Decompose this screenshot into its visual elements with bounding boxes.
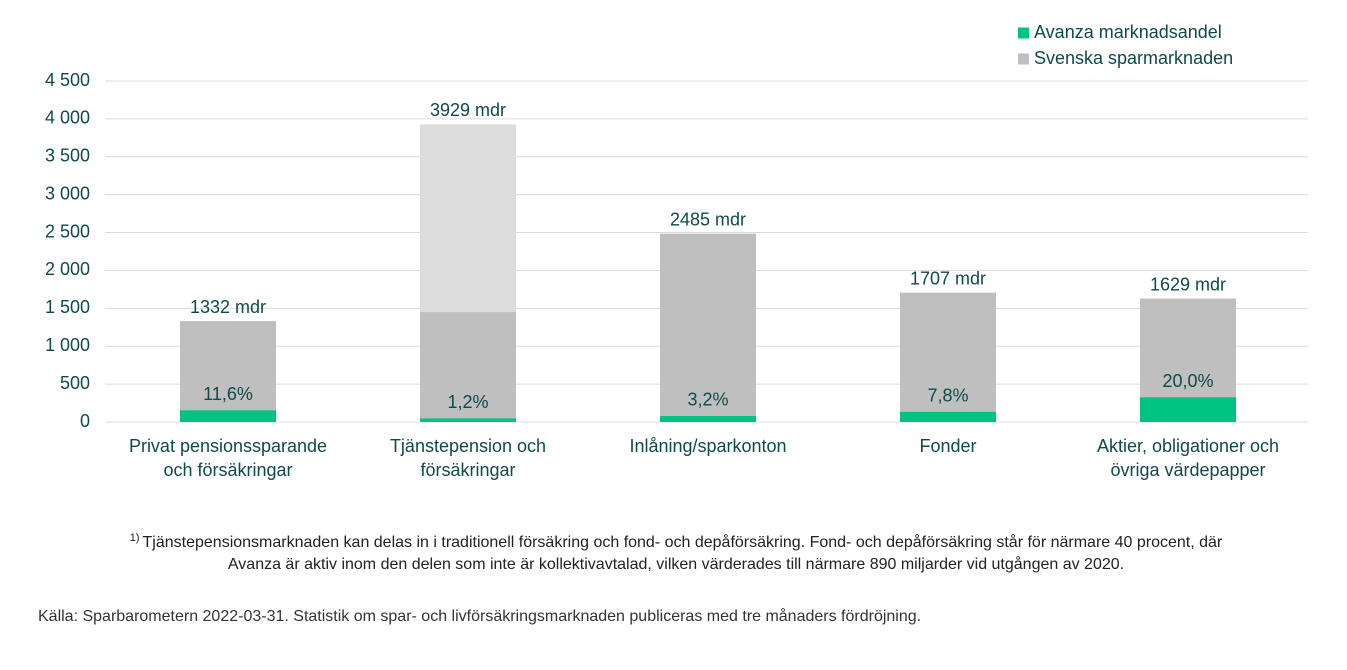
total-label: 1629 mdr [1150, 274, 1226, 294]
avanza-bar [1140, 397, 1236, 422]
legend-swatch [1018, 27, 1029, 39]
legend-label: Avanza marknadsandel [1034, 22, 1222, 42]
x-tick-label: Inlåning/sparkonton [629, 436, 787, 456]
y-tick-label: 500 [60, 373, 90, 393]
avanza-bar [420, 418, 516, 422]
traditional-segment [420, 312, 516, 422]
x-tick-label: Tjänstepension och försäkringar [389, 436, 547, 480]
market-bar [180, 321, 276, 422]
legend-label: Svenska sparmarknaden [1034, 48, 1233, 68]
total-label: 1332 mdr [190, 297, 266, 317]
avanza-bar [180, 410, 276, 422]
avanza-bar [900, 411, 996, 422]
x-tick-label: Aktier, obligationer och övriga värdepap… [1096, 436, 1280, 480]
footnote: 1) Tjänstepensionsmarknaden kan delas in … [118, 527, 1234, 576]
y-tick-label: 1 000 [45, 335, 90, 355]
footnote-text: Tjänstepensionsmarknaden kan delas in i … [142, 534, 1223, 573]
market-bar [660, 233, 756, 422]
y-tick-label: 4 000 [45, 108, 90, 128]
share-label: 1,2% [447, 392, 488, 412]
y-tick-label: 0 [80, 411, 90, 431]
market-bar [900, 292, 996, 422]
y-tick-label: 4 500 [45, 70, 90, 90]
share-label: 3,2% [687, 390, 728, 410]
share-label: 7,8% [927, 386, 968, 406]
y-tick-label: 2 000 [45, 259, 90, 279]
share-label: 20,0% [1162, 371, 1213, 391]
y-tick-label: 3 000 [45, 183, 90, 203]
total-label: 3929 mdr [430, 100, 506, 120]
x-tick-label: Privat pensionssparande och försäkringar [128, 436, 328, 480]
legend-swatch [1018, 53, 1029, 65]
footnote-marker: 1) [129, 532, 140, 544]
total-label: 2485 mdr [670, 209, 746, 229]
share-label: 11,6% [203, 384, 253, 404]
y-tick-label: 2 500 [45, 221, 90, 241]
y-tick-label: 1 500 [45, 297, 90, 317]
avanza-bar [660, 415, 756, 422]
total-label: 1707 mdr [910, 268, 986, 288]
x-tick-label: Fonder [919, 436, 977, 456]
source: Källa: Sparbarometern 2022-03-31. Statis… [38, 608, 922, 625]
y-tick-label: 3 500 [45, 146, 90, 166]
